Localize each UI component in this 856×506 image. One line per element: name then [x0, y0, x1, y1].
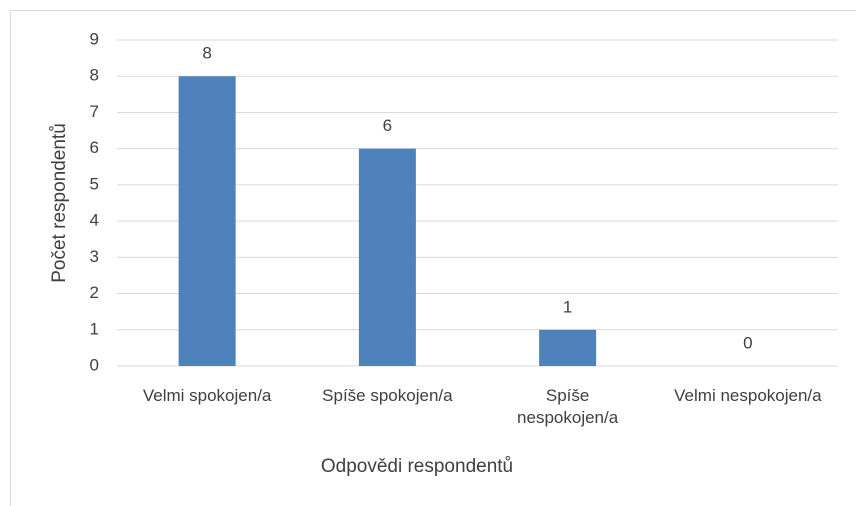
x-tick-label: Spíše spokojen/a [322, 386, 453, 405]
bar [539, 329, 597, 366]
y-tick-label: 3 [90, 247, 99, 266]
x-tick-label: Velmi spokojen/a [142, 386, 272, 405]
y-tick-label: 4 [90, 211, 99, 230]
y-axis-title: Počet respondentů [49, 123, 70, 283]
data-label: 8 [202, 44, 211, 63]
y-tick-label: 0 [90, 355, 99, 374]
x-tick-label: Velmi nespokojen/a [674, 386, 822, 405]
bar [178, 76, 236, 366]
y-tick-label: 5 [90, 174, 99, 193]
y-tick-label: 1 [90, 319, 99, 338]
x-axis-title: Odpovědi respondentů [321, 456, 513, 477]
y-tick-label: 8 [90, 66, 99, 85]
y-tick-label: 7 [90, 102, 99, 121]
y-tick-label: 2 [90, 283, 99, 302]
data-label: 0 [743, 333, 752, 352]
bar [358, 148, 416, 366]
y-tick-label: 6 [90, 138, 99, 157]
data-label: 6 [383, 116, 392, 135]
chart-border [10, 10, 856, 506]
x-tick-label: Spíše nespokojen/a [517, 386, 619, 427]
data-label: 1 [563, 297, 572, 316]
y-tick-label: 9 [90, 29, 99, 48]
